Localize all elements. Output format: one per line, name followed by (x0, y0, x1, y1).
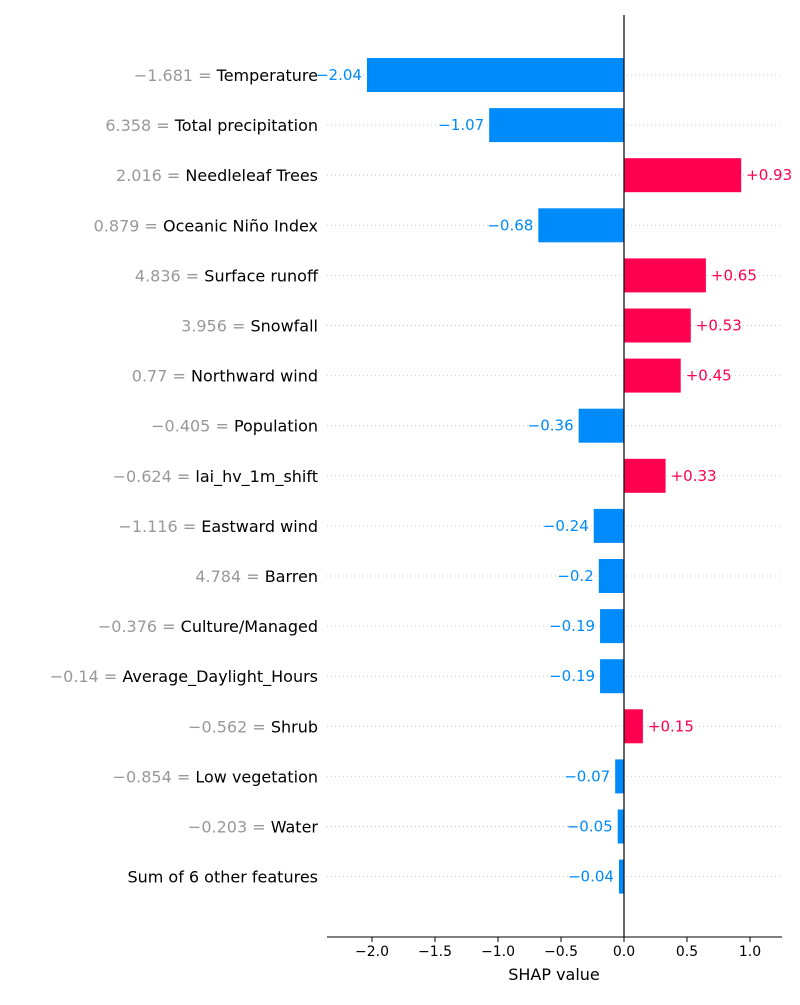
feature-name: Sum of 6 other features (127, 868, 318, 887)
shap-bar (624, 258, 706, 293)
bar-data-label: −0.05 (567, 818, 613, 836)
bar-data-label: −1.07 (438, 116, 484, 134)
bar-data-label: −0.24 (543, 517, 589, 535)
shap-bar (578, 408, 624, 443)
x-tick-label: −2.0 (355, 944, 389, 960)
bars-layer (366, 58, 742, 894)
feature-value: 3.956 = (181, 317, 250, 336)
feature-label: −0.562 = Shrub (188, 717, 318, 736)
bar-data-label: −0.19 (549, 617, 595, 635)
feature-label: 0.77 = Northward wind (132, 367, 318, 386)
feature-label: −1.116 = Eastward wind (118, 517, 318, 536)
feature-label: −1.681 = Temperature (134, 66, 318, 85)
bar-data-label: +0.53 (696, 317, 742, 335)
feature-value: 4.784 = (195, 567, 264, 586)
feature-label: 2.016 = Needleleaf Trees (116, 166, 318, 185)
shap-bar (624, 709, 643, 744)
shap-bar (600, 659, 624, 694)
feature-label: −0.854 = Low vegetation (113, 767, 318, 786)
feature-value: −0.624 = (113, 467, 196, 486)
bar-data-label: +0.45 (686, 367, 732, 385)
feature-value: 4.836 = (135, 266, 204, 285)
bar-data-label: +0.65 (711, 266, 757, 284)
feature-label: −0.405 = Population (151, 417, 318, 436)
feature-name: Eastward wind (201, 517, 318, 536)
feature-label: 0.879 = Oceanic Niño Index (94, 216, 318, 235)
shap-bar (617, 809, 624, 844)
feature-label: 6.358 = Total precipitation (105, 116, 318, 135)
x-tick-label: −1.0 (481, 944, 515, 960)
feature-label: −0.376 = Culture/Managed (98, 617, 318, 636)
bar-data-label: −0.07 (564, 767, 610, 785)
feature-value: 6.358 = (105, 116, 174, 135)
shap-bar (593, 508, 624, 543)
labels-layer: −1.681 = Temperature−2.04 6.358 = Total p… (50, 66, 792, 887)
feature-name: Shrub (271, 717, 318, 736)
feature-value: 2.016 = (116, 166, 185, 185)
feature-label: 3.956 = Snowfall (181, 317, 318, 336)
feature-label: −0.14 = Average_Daylight_Hours (50, 667, 318, 687)
feature-name: Average_Daylight_Hours (122, 667, 318, 687)
bar-data-label: +0.15 (648, 717, 694, 735)
bar-data-label: −0.36 (528, 417, 574, 435)
feature-name: Culture/Managed (181, 617, 318, 636)
shap-bar (624, 358, 681, 393)
shap-bar (618, 859, 624, 894)
shap-bar (598, 559, 624, 593)
bar-data-label: −0.04 (568, 868, 614, 886)
bar-data-label: +0.33 (671, 467, 717, 485)
feature-value: −1.116 = (118, 517, 201, 536)
bar-data-label: +0.93 (746, 166, 792, 184)
feature-value: −0.562 = (188, 717, 271, 736)
bar-data-label: −0.2 (557, 567, 593, 585)
x-tick-label: 0.5 (676, 944, 698, 960)
feature-value: −0.405 = (151, 417, 234, 436)
feature-value: 0.77 = (132, 367, 191, 386)
feature-name: Oceanic Niño Index (163, 216, 318, 235)
x-tick-label: −0.5 (544, 944, 578, 960)
x-tick-label: 0.0 (613, 944, 635, 960)
shap-bar (538, 208, 624, 243)
feature-name: Total precipitation (174, 116, 318, 135)
feature-label: −0.624 = lai_hv_1m_shift (113, 467, 318, 487)
shap-bar (624, 458, 666, 493)
feature-name: Temperature (216, 66, 318, 85)
bar-data-label: −0.68 (487, 216, 533, 234)
shap-bar (366, 58, 624, 92)
feature-value: −0.854 = (113, 767, 196, 786)
feature-name: lai_hv_1m_shift (195, 467, 318, 487)
x-tick-label: 1.0 (739, 944, 761, 960)
feature-label: 4.784 = Barren (195, 567, 318, 586)
feature-value: −0.14 = (50, 667, 123, 686)
shap-bar (615, 759, 624, 794)
feature-value: −0.376 = (98, 617, 181, 636)
feature-label: −0.203 = Water (188, 818, 319, 837)
shap-bar (624, 158, 742, 193)
feature-label: 4.836 = Surface runoff (135, 266, 319, 285)
x-tick-label: −1.5 (418, 944, 452, 960)
feature-label: Sum of 6 other features (127, 868, 318, 887)
feature-name: Barren (265, 567, 318, 586)
shap-bar (624, 308, 691, 343)
x-axis: SHAP value −2.0 −1.5 −1.0 −0.5 0.0 0.5 1.0 (327, 15, 782, 984)
feature-name: Needleleaf Trees (185, 166, 318, 185)
shap-bar (489, 108, 624, 143)
feature-name: Snowfall (251, 317, 319, 336)
feature-name: Population (234, 417, 318, 436)
shap-bar (600, 609, 624, 644)
feature-value: −0.203 = (188, 818, 271, 837)
feature-value: 0.879 = (94, 216, 163, 235)
feature-value: −1.681 = (134, 66, 217, 85)
feature-name: Water (271, 818, 319, 837)
feature-name: Surface runoff (204, 266, 319, 285)
bar-data-label: −0.19 (549, 667, 595, 685)
feature-name: Low vegetation (195, 767, 318, 786)
bar-data-label: −2.04 (316, 66, 362, 84)
feature-name: Northward wind (191, 367, 318, 386)
x-axis-label: SHAP value (508, 965, 600, 984)
